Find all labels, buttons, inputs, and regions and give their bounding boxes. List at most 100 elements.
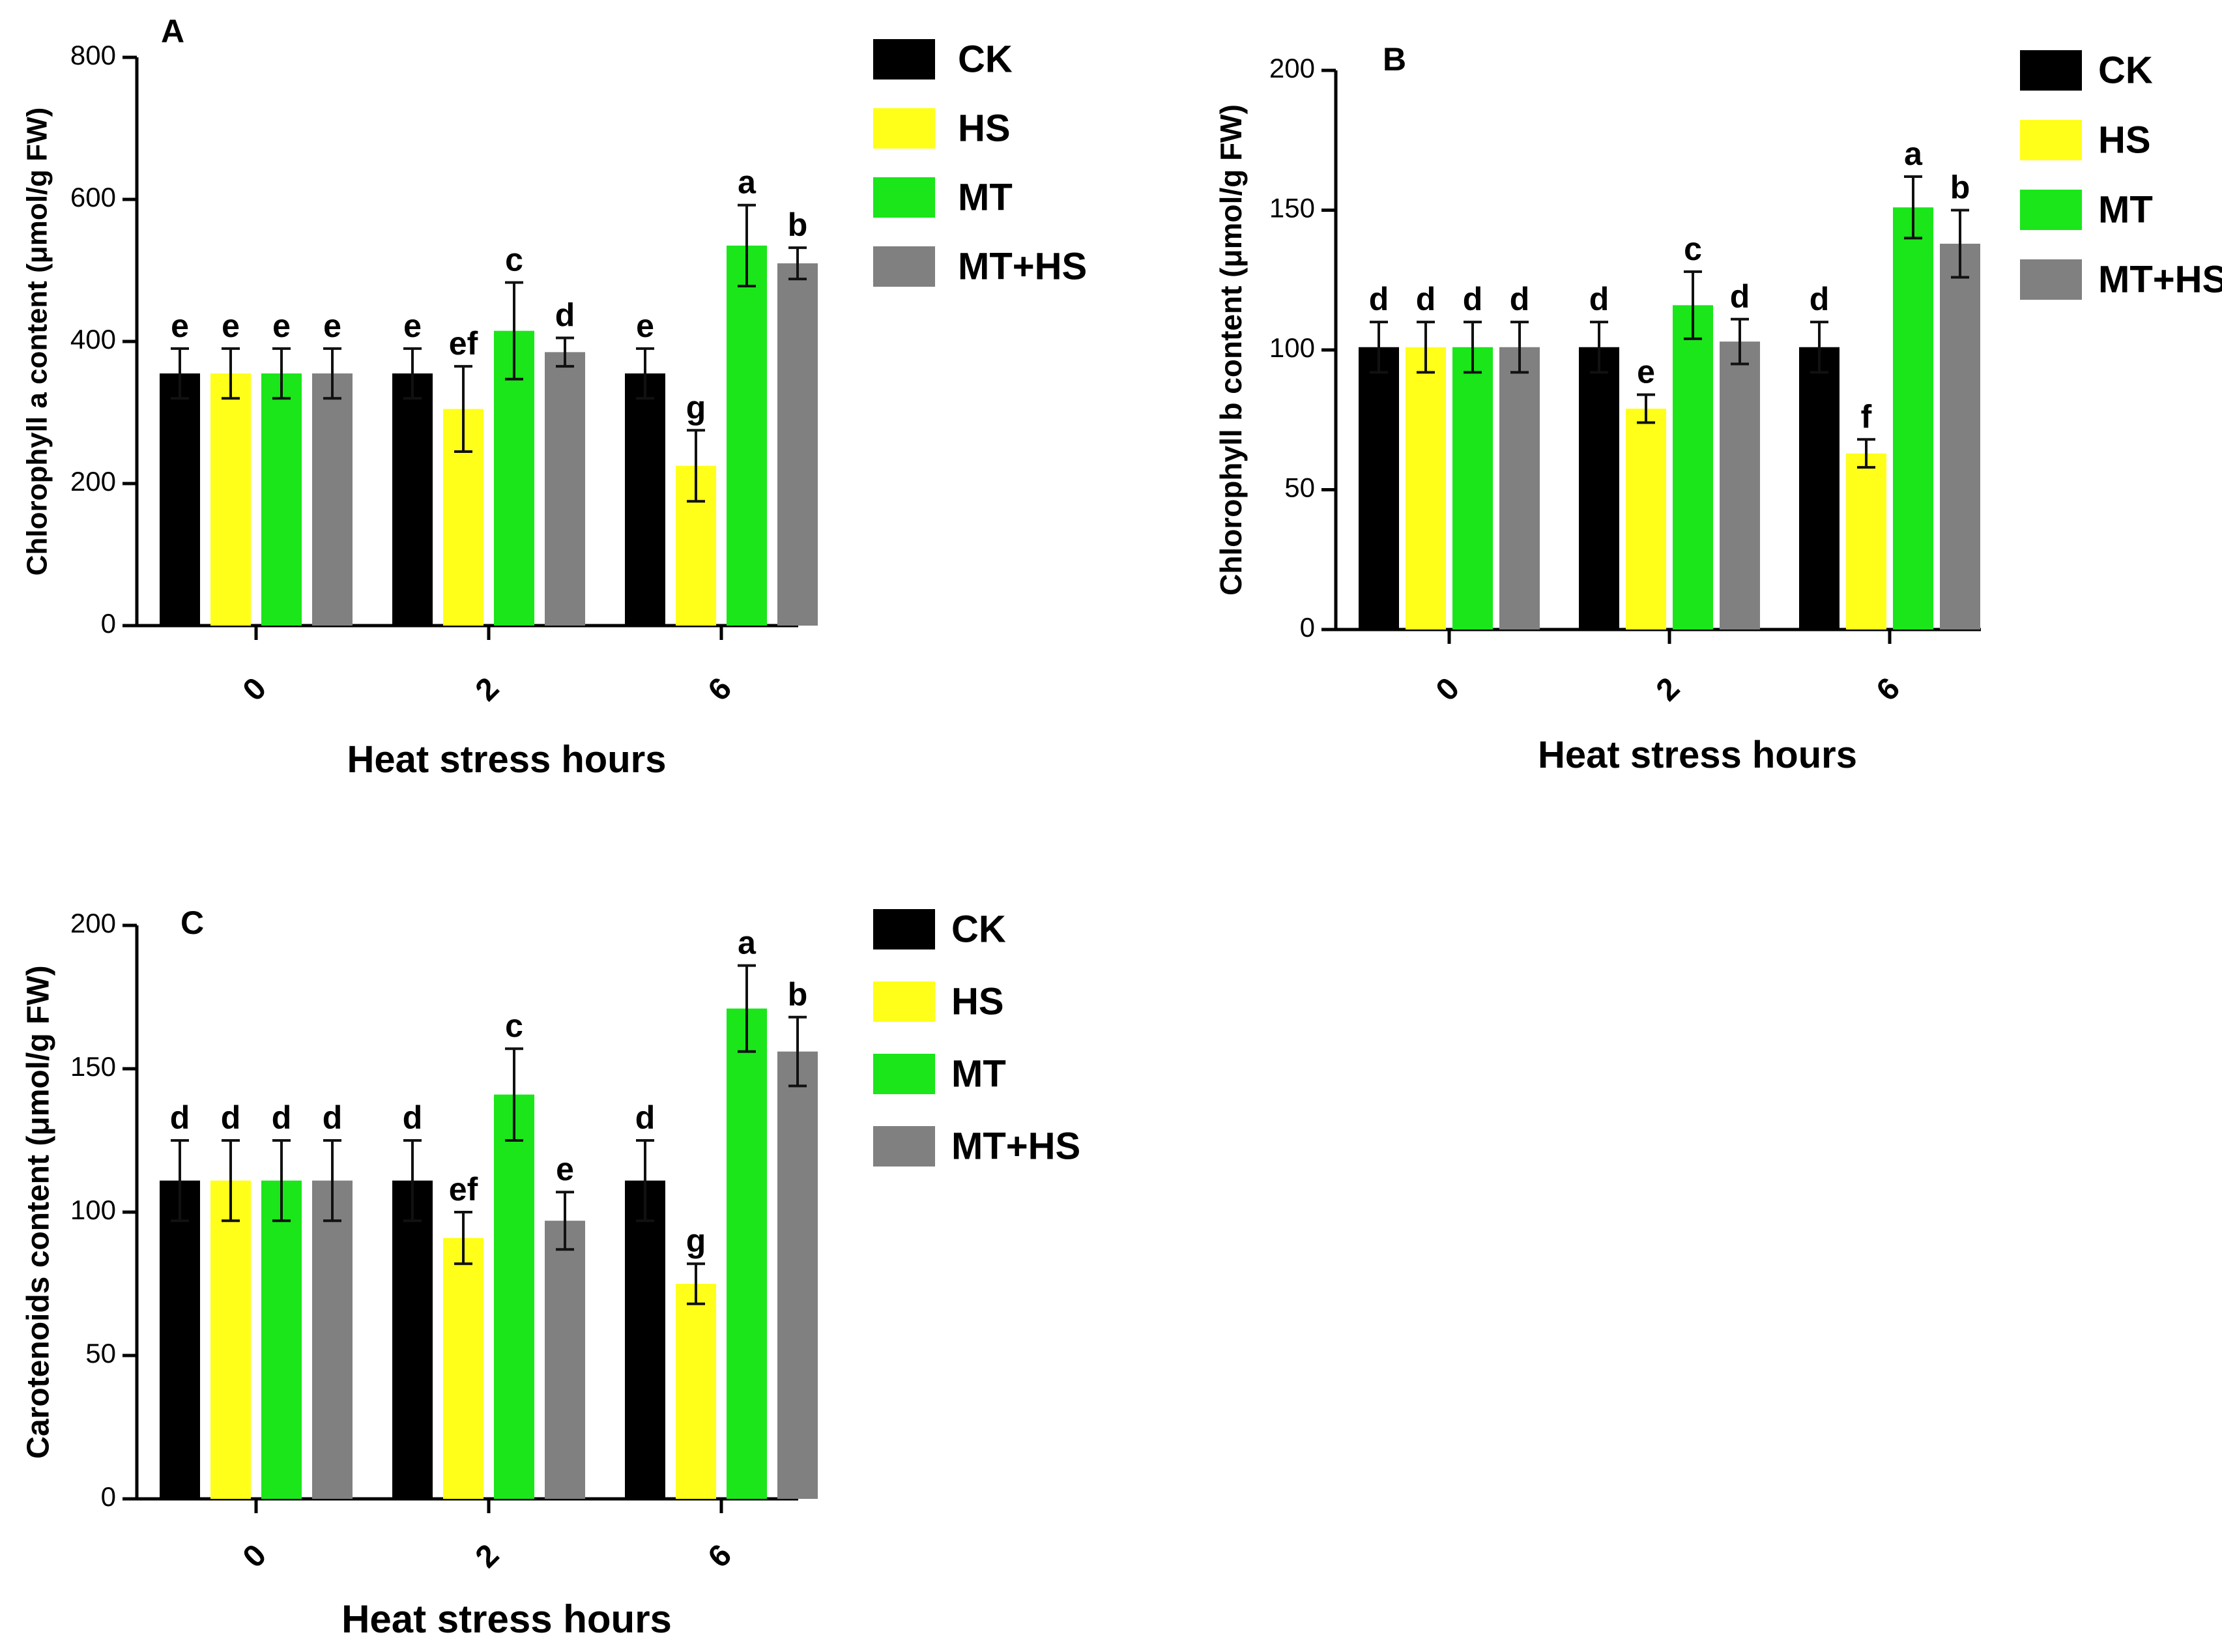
- bar-mt-hs-6: [1940, 243, 1980, 630]
- significance-letter: c: [1684, 231, 1702, 267]
- bar-hs-0: [1406, 347, 1446, 630]
- x-axis-label: Heat stress hours: [347, 738, 667, 781]
- bar-hs-0: [210, 1180, 251, 1499]
- significance-letter: ef: [449, 325, 478, 362]
- y-tick-label: 600: [70, 182, 116, 212]
- legend-swatch: [2020, 50, 2082, 91]
- legend-swatch: [873, 909, 935, 949]
- bar-ck-2: [1579, 347, 1619, 630]
- bar-ck-2: [392, 373, 433, 626]
- legend-swatch: [2020, 259, 2082, 300]
- significance-letter: d: [1416, 281, 1436, 317]
- significance-letter: d: [635, 1099, 656, 1136]
- bar-hs-2: [1626, 409, 1666, 630]
- significance-letter: e: [171, 308, 189, 344]
- legend-swatch: [873, 981, 935, 1022]
- bar-mt-hs-0: [312, 1180, 353, 1499]
- bar-ck-2: [392, 1180, 433, 1499]
- bar-hs-2: [443, 1238, 483, 1499]
- y-tick-label: 50: [1284, 472, 1315, 503]
- y-tick-label: 200: [70, 466, 116, 497]
- significance-letter: e: [323, 308, 341, 344]
- y-tick-label: 0: [1300, 612, 1315, 643]
- significance-letter: g: [686, 1223, 706, 1259]
- legend-swatch: [873, 108, 935, 149]
- bar-mt-0: [261, 373, 302, 626]
- significance-letter: d: [555, 297, 575, 334]
- significance-letter: a: [738, 925, 757, 961]
- x-tick-label: 0: [1430, 671, 1466, 708]
- x-tick-label: 6: [702, 671, 738, 708]
- y-tick-label: 100: [1269, 332, 1315, 363]
- legend-label: MT: [2098, 188, 2153, 231]
- legend-swatch: [873, 1126, 935, 1167]
- bar-mt-hs-6: [777, 263, 818, 626]
- y-axis-label: Chlorophyll a content (μmol/g FW): [22, 108, 53, 576]
- bar-ck-0: [160, 373, 200, 626]
- significance-letter: b: [788, 207, 808, 243]
- significance-letter: d: [1589, 281, 1609, 317]
- bar-mt-0: [261, 1180, 302, 1499]
- chart-panel-A: A 0 200 400 600 800 Chlorophyll a content (μmo…: [22, 13, 1088, 781]
- bar-ck-0: [1359, 347, 1399, 630]
- legend: CK HS MT MT+HS: [2020, 49, 2222, 300]
- y-tick-label: 200: [1269, 53, 1315, 83]
- bar-mt-2: [494, 1094, 534, 1499]
- significance-letter: d: [170, 1099, 190, 1136]
- significance-letter: d: [1730, 278, 1750, 315]
- significance-letter: e: [556, 1151, 574, 1187]
- significance-letter: a: [1904, 136, 1923, 172]
- bar-mt-hs-2: [545, 352, 585, 626]
- significance-letter: g: [686, 389, 706, 426]
- bar-mt-hs-0: [1499, 347, 1540, 630]
- legend-swatch: [873, 177, 935, 218]
- legend-swatch: [873, 39, 935, 80]
- y-axis-label: Carotenoids content (μmol/g FW): [22, 965, 56, 1458]
- x-tick-label: 0: [237, 1538, 273, 1574]
- significance-letter: e: [403, 308, 422, 344]
- bar-mt-6: [727, 245, 767, 626]
- significance-letter: e: [1637, 354, 1655, 390]
- legend: CK HS MT MT+HS: [873, 38, 1087, 287]
- bar-mt-2: [1673, 305, 1713, 630]
- x-axis-label: Heat stress hours: [1538, 734, 1857, 776]
- x-tick-label: 6: [1870, 671, 1907, 708]
- bar-mt-hs-2: [1720, 341, 1760, 630]
- panel-label: B: [1383, 41, 1406, 78]
- x-tick-label: 2: [469, 671, 506, 708]
- bar-mt-0: [1452, 347, 1493, 630]
- bar-mt-hs-0: [312, 373, 353, 626]
- legend-label: HS: [951, 980, 1004, 1022]
- legend-swatch: [2020, 120, 2082, 160]
- x-tick-label: 2: [1650, 671, 1686, 708]
- significance-letter: b: [788, 976, 808, 1013]
- significance-letter: c: [505, 242, 523, 278]
- significance-letter: d: [403, 1099, 423, 1136]
- chart-panel-B: B 0 50 100 150 200 Chlorophyll b content (μmol…: [1214, 41, 2222, 776]
- legend-label: MT: [951, 1052, 1006, 1095]
- bar-hs-6: [676, 1284, 716, 1499]
- x-tick-label: 0: [237, 671, 273, 708]
- significance-letter: f: [1861, 398, 1872, 435]
- significance-letter: e: [636, 308, 654, 344]
- significance-letter: b: [1950, 169, 1970, 206]
- significance-letter: d: [1369, 281, 1389, 317]
- y-tick-label: 150: [1269, 193, 1315, 224]
- bar-mt-6: [1893, 207, 1933, 630]
- legend-label: HS: [2098, 119, 2151, 161]
- y-tick-label: 50: [85, 1338, 116, 1369]
- significance-letter: d: [1463, 281, 1483, 317]
- significance-letter: d: [221, 1099, 241, 1136]
- x-tick-label: 6: [702, 1538, 738, 1574]
- significance-letter: d: [323, 1099, 343, 1136]
- y-tick-label: 100: [70, 1195, 116, 1225]
- y-tick-label: 200: [70, 908, 116, 938]
- panel-label: A: [161, 13, 184, 50]
- legend-label: HS: [958, 107, 1011, 149]
- y-tick-label: 0: [101, 1481, 116, 1512]
- significance-letter: ef: [449, 1171, 478, 1208]
- significance-letter: c: [505, 1007, 523, 1044]
- bar-mt-hs-6: [777, 1051, 818, 1499]
- bar-hs-0: [210, 373, 251, 626]
- y-tick-label: 800: [70, 40, 116, 70]
